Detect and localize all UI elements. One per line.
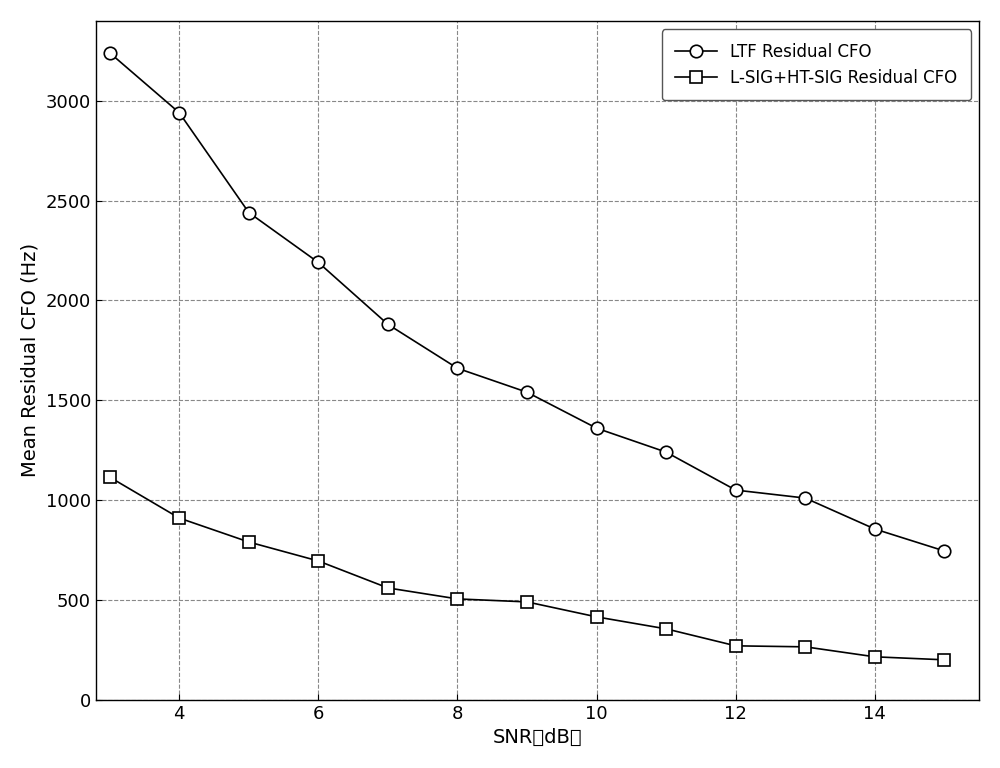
LTF Residual CFO — [799, 494, 811, 503]
L-SIG+HT-SIG Residual CFO — [312, 556, 324, 565]
Line: LTF Residual CFO: LTF Residual CFO — [103, 47, 951, 558]
LTF Residual CFO — [451, 364, 463, 373]
L-SIG+HT-SIG Residual CFO — [173, 514, 185, 523]
Line: L-SIG+HT-SIG Residual CFO: L-SIG+HT-SIG Residual CFO — [103, 471, 951, 666]
L-SIG+HT-SIG Residual CFO — [243, 538, 255, 547]
LTF Residual CFO — [938, 546, 950, 555]
LTF Residual CFO — [382, 319, 394, 329]
L-SIG+HT-SIG Residual CFO — [938, 655, 950, 664]
X-axis label: SNR（dB）: SNR（dB） — [493, 728, 582, 747]
LTF Residual CFO — [591, 424, 603, 433]
L-SIG+HT-SIG Residual CFO — [799, 642, 811, 651]
LTF Residual CFO — [660, 448, 672, 457]
LTF Residual CFO — [521, 388, 533, 397]
Y-axis label: Mean Residual CFO (Hz): Mean Residual CFO (Hz) — [21, 243, 40, 478]
L-SIG+HT-SIG Residual CFO — [451, 594, 463, 604]
L-SIG+HT-SIG Residual CFO — [730, 641, 742, 650]
L-SIG+HT-SIG Residual CFO — [869, 652, 881, 661]
LTF Residual CFO — [312, 258, 324, 267]
Legend: LTF Residual CFO, L-SIG+HT-SIG Residual CFO: LTF Residual CFO, L-SIG+HT-SIG Residual … — [662, 29, 971, 100]
L-SIG+HT-SIG Residual CFO — [591, 612, 603, 621]
LTF Residual CFO — [173, 108, 185, 118]
LTF Residual CFO — [869, 525, 881, 534]
L-SIG+HT-SIG Residual CFO — [382, 584, 394, 593]
LTF Residual CFO — [243, 208, 255, 217]
L-SIG+HT-SIG Residual CFO — [660, 624, 672, 634]
LTF Residual CFO — [104, 48, 116, 58]
L-SIG+HT-SIG Residual CFO — [104, 472, 116, 482]
LTF Residual CFO — [730, 485, 742, 495]
L-SIG+HT-SIG Residual CFO — [521, 598, 533, 607]
